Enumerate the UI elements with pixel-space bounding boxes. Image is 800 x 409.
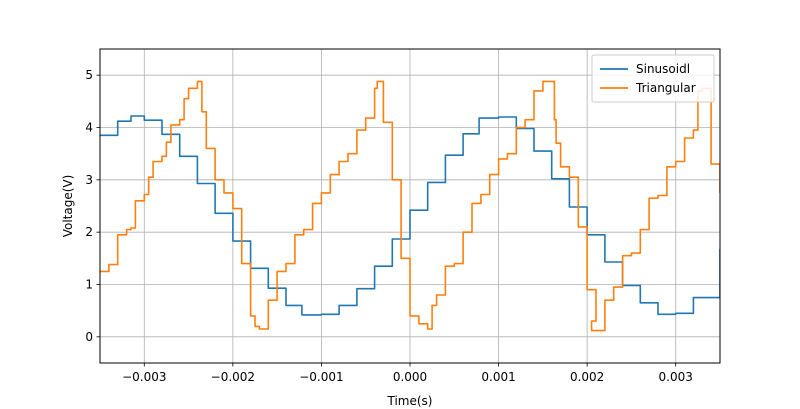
y-axis-label: Voltage(V) [61,175,75,238]
legend-box [591,54,715,103]
y-tick-label: 1 [85,278,93,292]
y-tick-label: 3 [85,173,93,187]
legend-label: Sinusoidl [636,62,690,76]
x-tick-label: −0.003 [122,370,166,384]
x-tick-label: −0.002 [211,370,255,384]
legend: Sinusoidl Triangular [591,54,715,103]
x-tick-label: 0.002 [570,370,604,384]
x-tick-label: −0.001 [299,370,343,384]
axis-ticks: −0.003 −0.002 −0.001 0.000 0.001 0.002 0.003 0 1… [85,68,693,384]
series-lines [100,80,720,332]
series-line-1 [100,115,720,316]
x-tick-label: 0.001 [481,370,515,384]
y-tick-label: 4 [85,121,93,135]
x-axis-label: Time(s) [387,394,433,408]
x-tick-label: 0.003 [659,370,693,384]
y-tick-label: 5 [85,68,93,82]
legend-label: Triangular [635,81,696,95]
y-tick-label: 0 [85,330,93,344]
x-tick-label: 0.000 [393,370,427,384]
y-tick-label: 2 [85,225,93,239]
series-line-2 [100,80,720,332]
